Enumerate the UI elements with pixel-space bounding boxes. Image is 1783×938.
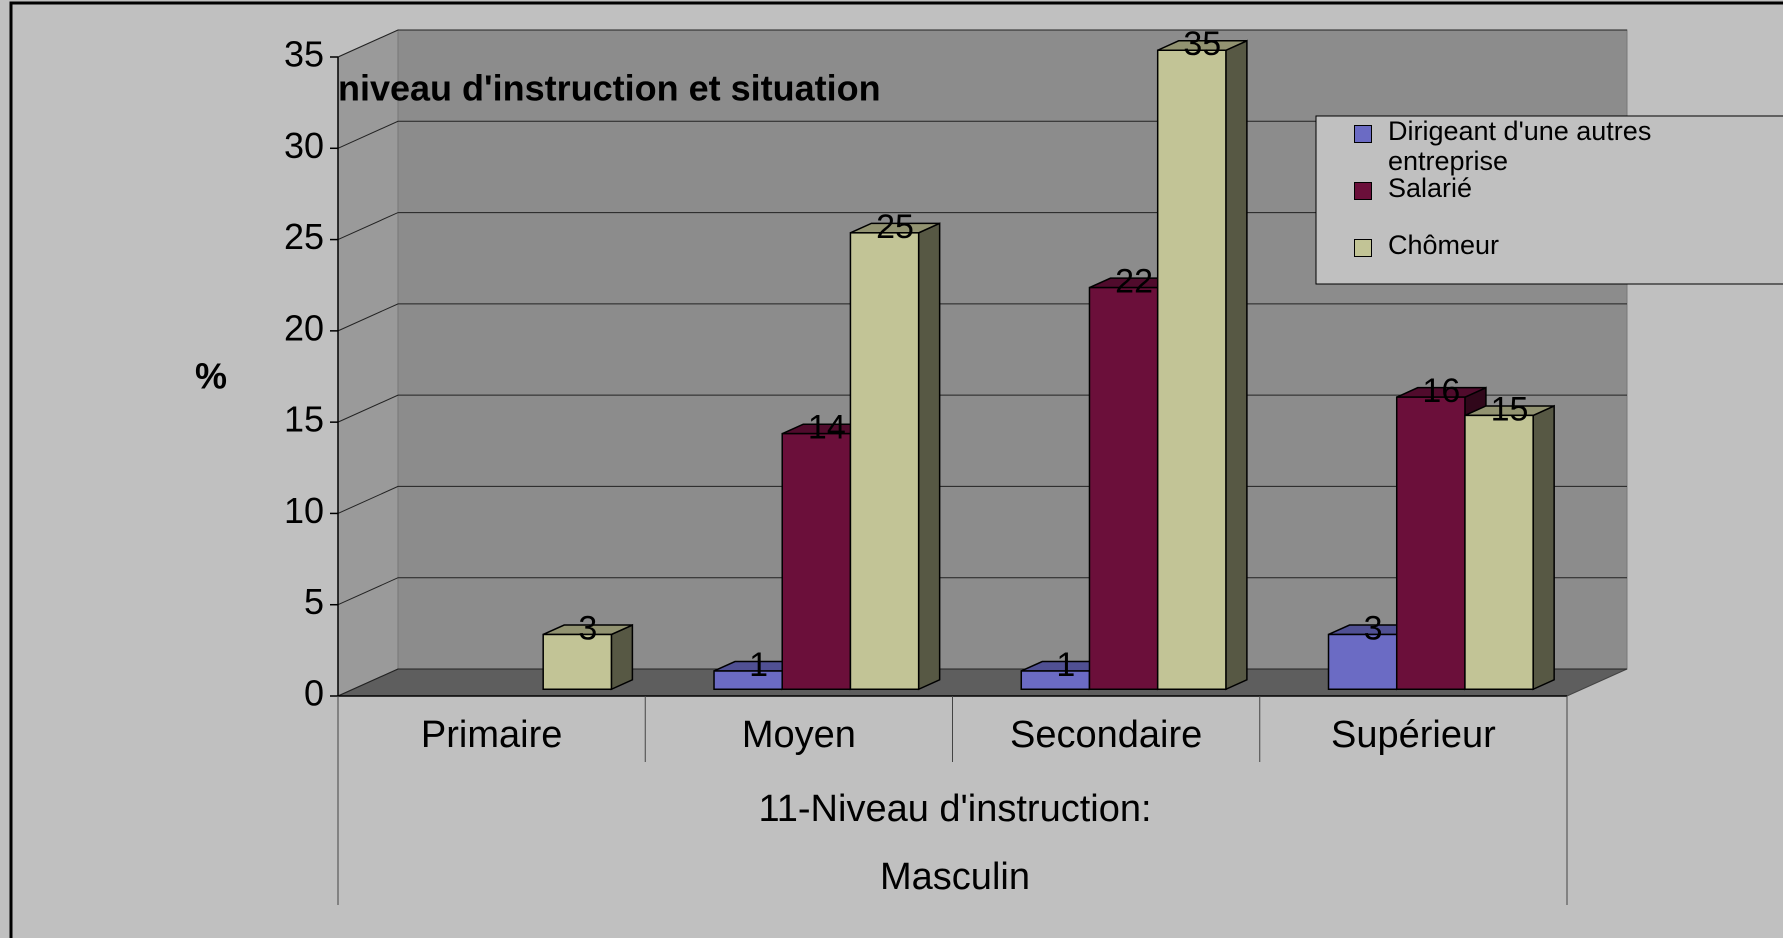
x-axis-label: 11-Niveau d'instruction: bbox=[758, 788, 1151, 830]
data-label: 16 bbox=[1422, 372, 1460, 410]
legend-item: Chômeur bbox=[1316, 230, 1778, 260]
x-tick-label: Supérieur bbox=[1331, 714, 1496, 756]
x-axis-label: Masculin bbox=[880, 856, 1030, 898]
x-tick-label: Secondaire bbox=[1010, 714, 1202, 756]
y-tick-label: 0 bbox=[304, 673, 324, 714]
bar bbox=[1464, 414, 1534, 690]
y-tick-label: 20 bbox=[284, 307, 324, 348]
x-tick-label: Primaire bbox=[421, 714, 562, 756]
legend-label: Dirigeant d'une autres entreprise bbox=[1388, 116, 1652, 176]
data-label: 3 bbox=[1364, 609, 1383, 647]
legend-swatch bbox=[1354, 125, 1372, 143]
bar-side bbox=[917, 222, 941, 691]
bar-side bbox=[1225, 39, 1248, 691]
legend-item: Salarié bbox=[1316, 173, 1778, 203]
y-axis-label: % bbox=[195, 356, 227, 397]
legend-box bbox=[1315, 115, 1783, 285]
legend-label: Chômeur bbox=[1388, 230, 1500, 260]
data-label: 22 bbox=[1115, 263, 1153, 301]
data-label: 1 bbox=[749, 646, 768, 684]
bar bbox=[781, 432, 852, 690]
bar bbox=[542, 633, 613, 691]
y-tick-label: 35 bbox=[284, 34, 324, 75]
legend: Dirigeant d'une autres entreprise Salarié… bbox=[1316, 116, 1783, 284]
bar-side bbox=[610, 623, 634, 691]
chart-title: niveau d'instruction et situation bbox=[338, 68, 881, 109]
legend-swatch bbox=[1354, 239, 1372, 257]
data-label: 3 bbox=[578, 609, 597, 647]
bar bbox=[1088, 286, 1159, 690]
bar-side bbox=[1532, 404, 1555, 691]
data-label: 25 bbox=[876, 208, 914, 246]
bar bbox=[1020, 670, 1091, 691]
bar bbox=[849, 232, 920, 690]
bar bbox=[1327, 633, 1398, 691]
legend-label: Salarié bbox=[1388, 173, 1473, 203]
chart-frame bbox=[9, 1, 1783, 938]
data-label: 35 bbox=[1183, 25, 1221, 63]
y-tick-label: 10 bbox=[284, 490, 324, 531]
data-label: 14 bbox=[808, 409, 846, 447]
data-label: 15 bbox=[1491, 390, 1529, 428]
y-tick-label: 5 bbox=[304, 581, 324, 622]
data-label: 1 bbox=[1056, 646, 1075, 684]
y-tick-label: 30 bbox=[284, 125, 324, 166]
side-wall bbox=[337, 29, 399, 697]
legend-item: Dirigeant d'une autres entreprise bbox=[1316, 116, 1778, 176]
x-tick-label: Moyen bbox=[742, 714, 856, 756]
grid-line bbox=[337, 29, 1627, 58]
y-tick-label: 25 bbox=[284, 216, 324, 257]
bar bbox=[1156, 49, 1227, 690]
y-tick-label: 15 bbox=[284, 399, 324, 440]
bar bbox=[1395, 396, 1466, 690]
legend-swatch bbox=[1354, 182, 1372, 200]
bar bbox=[713, 670, 783, 691]
